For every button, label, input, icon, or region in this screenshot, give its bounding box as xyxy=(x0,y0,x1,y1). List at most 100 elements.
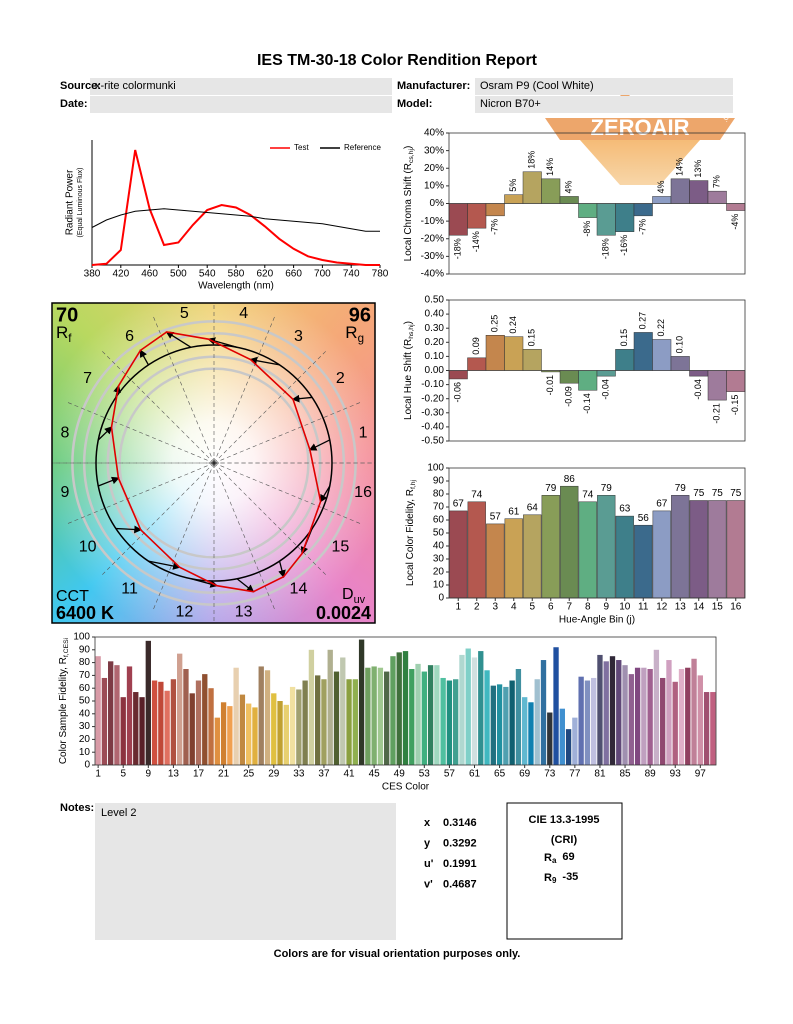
bar xyxy=(528,702,534,765)
bar xyxy=(496,684,503,765)
field-value: Nicron B70+ xyxy=(480,98,541,110)
y-tick-label: 100 xyxy=(73,632,90,643)
bar xyxy=(202,674,208,765)
value-label: 0.09 xyxy=(471,337,481,355)
bar xyxy=(377,667,384,765)
x-tick-label: 61 xyxy=(469,769,481,780)
field-box xyxy=(90,96,392,113)
value-label: 0.27 xyxy=(638,312,648,330)
bar xyxy=(578,203,598,218)
y-tick-label: 0.40 xyxy=(425,309,445,320)
x-tick-label: 53 xyxy=(419,769,431,780)
bar xyxy=(170,679,177,765)
shift-arrow xyxy=(148,560,181,570)
x-tick-label: 65 xyxy=(494,769,506,780)
x-tick-label: 11 xyxy=(638,602,649,613)
bar xyxy=(177,653,183,765)
y-axis-label: Local Color Fidelity, Rf,hj xyxy=(405,479,417,586)
bar xyxy=(726,370,746,392)
bar xyxy=(315,675,321,765)
bar xyxy=(597,654,603,765)
bar xyxy=(578,370,598,391)
cct-value: 6400 K xyxy=(56,603,114,623)
bin-label: 13 xyxy=(235,603,253,620)
x-tick-label: 460 xyxy=(141,269,158,280)
x-tick-label: 9 xyxy=(603,602,609,613)
bar xyxy=(158,681,164,765)
bar xyxy=(633,332,653,371)
bar xyxy=(277,701,283,765)
bar xyxy=(120,697,126,765)
bar xyxy=(628,674,634,765)
value-label: -0.04 xyxy=(693,379,703,400)
bar xyxy=(327,649,333,765)
bin-boundary xyxy=(213,462,326,575)
x-tick-label: 14 xyxy=(693,602,705,613)
x-tick-label: 37 xyxy=(318,769,330,780)
x-tick-label: 41 xyxy=(343,769,355,780)
cri-box xyxy=(506,802,623,940)
watermark-text: ZEROAIR xyxy=(591,115,690,140)
bar xyxy=(596,370,616,377)
chromaticity-value: 0.3292 xyxy=(443,837,477,849)
y-tick-label: 50 xyxy=(433,528,445,539)
bar xyxy=(565,729,572,765)
bar xyxy=(296,689,302,765)
value-label: -0.01 xyxy=(545,375,555,396)
x-tick-label: 77 xyxy=(569,769,581,780)
bin-label: 14 xyxy=(290,581,308,598)
bar xyxy=(490,685,496,765)
y-tick-label: 70 xyxy=(433,502,445,513)
bar xyxy=(689,500,708,599)
bar xyxy=(634,667,641,765)
field-box xyxy=(90,78,392,95)
bar xyxy=(246,703,252,765)
x-tick-label: 1 xyxy=(455,602,461,613)
cri-symbol: R xyxy=(544,852,552,864)
y-tick-label: 0.10 xyxy=(425,351,445,362)
shift-arrow xyxy=(291,394,313,403)
value-label: -0.21 xyxy=(712,403,722,424)
y-tick-label: 0.50 xyxy=(425,295,445,306)
x-tick-label: 420 xyxy=(112,269,129,280)
rf-value: 70 xyxy=(56,304,78,326)
bar xyxy=(672,681,678,765)
chromaticity-label: x xyxy=(424,817,431,829)
value-label: 14% xyxy=(675,158,685,176)
x-tick-label: 3 xyxy=(492,602,498,613)
value-label: 75 xyxy=(730,488,742,499)
value-label: 56 xyxy=(638,513,650,524)
value-label: -0.04 xyxy=(601,379,611,400)
test-polygon xyxy=(110,331,322,593)
bin-boundary xyxy=(213,462,361,524)
value-label: 7% xyxy=(712,175,722,188)
bar xyxy=(666,660,672,765)
x-tick-label: 7 xyxy=(566,602,572,613)
y-tick-label: 40 xyxy=(79,708,91,719)
bar xyxy=(540,660,547,765)
bar xyxy=(427,665,434,765)
y-tick-label: 20% xyxy=(424,163,444,174)
chromaticity-label: y xyxy=(424,837,431,849)
bar xyxy=(689,180,709,204)
y-tick-label: 0 xyxy=(84,760,90,771)
value-label: 86 xyxy=(564,474,576,485)
y-tick-label: 40% xyxy=(424,128,444,139)
shift-arrow xyxy=(249,356,280,366)
bar xyxy=(691,658,697,765)
x-tick-label: 25 xyxy=(243,769,255,780)
bar xyxy=(504,518,523,599)
value-label: 0.15 xyxy=(619,329,629,347)
value-label: 67 xyxy=(453,499,465,510)
bar xyxy=(189,693,195,765)
bar xyxy=(707,190,727,204)
bin-boundary xyxy=(213,402,361,464)
y-axis-label-part: Local Chroma Shift (R xyxy=(403,163,414,261)
rg-label: Rg xyxy=(345,323,364,345)
rf-label-part: f xyxy=(68,333,72,345)
bar xyxy=(647,669,653,765)
duv-label-part: D xyxy=(342,586,354,603)
cri-title: CIE 13.3-1995 xyxy=(529,814,600,826)
y-tick-label: -0.20 xyxy=(421,393,444,404)
y-tick-label: 20 xyxy=(79,734,91,745)
